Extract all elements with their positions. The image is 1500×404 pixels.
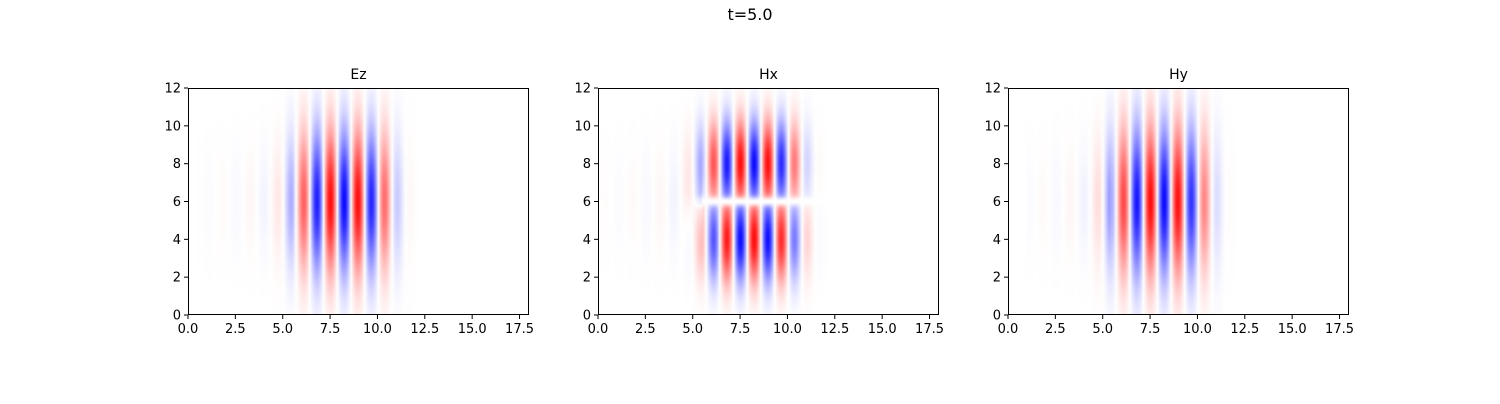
heatmap-image (188, 88, 529, 315)
subplot-hy: Hy 0.0 2.5 5.0 7.5 10.0 12.5 15.0 17.5 0 2 4 6 8 10 12 (984, 67, 1354, 337)
y-tick-label: 10 (164, 119, 181, 134)
heatmap-image (1008, 88, 1349, 315)
y-tick-label: 4 (993, 233, 1001, 248)
y-tick-label: 2 (583, 271, 591, 286)
y-tick-label: 4 (173, 233, 181, 248)
x-tick-label: 5.0 (1092, 322, 1113, 337)
x-tick-label: 10.0 (363, 322, 392, 337)
y-tick-label: 12 (164, 82, 181, 97)
subplot-hx: Hx 0.0 2.5 5.0 7.5 10.0 12.5 15.0 17.5 0 2 4 6 8 10 12 (574, 67, 944, 337)
axes-frame (598, 88, 939, 315)
y-tick-label: 0 (583, 309, 591, 324)
x-tick-label: 7.5 (320, 322, 341, 337)
x-tick-label: 12.5 (410, 322, 439, 337)
x-tick-label: 10.0 (1183, 322, 1212, 337)
x-tick-label: 12.5 (820, 322, 849, 337)
x-tick-label: 5.0 (272, 322, 293, 337)
x-tick-label: 17.5 (915, 322, 944, 337)
y-tick-label: 4 (583, 233, 591, 248)
x-tick-label: 17.5 (1325, 322, 1354, 337)
x-tick-label: 0.0 (998, 322, 1019, 337)
y-tick-label: 6 (583, 195, 591, 210)
x-tick-label: 12.5 (1230, 322, 1259, 337)
x-tick-label: 15.0 (1278, 322, 1307, 337)
axes-frame (1008, 88, 1349, 315)
x-tick-label: 7.5 (730, 322, 751, 337)
axes-frame (188, 88, 529, 315)
x-tick-label: 7.5 (1140, 322, 1161, 337)
subplot-title: Hy (1169, 67, 1188, 83)
subplot-ez: Ez 0.0 2.5 5.0 7.5 10.0 12.5 15.0 17.5 0 2 4 6 8 10 12 (164, 67, 534, 337)
x-tick-label: 5.0 (682, 322, 703, 337)
y-tick-label: 12 (574, 82, 591, 97)
y-tick-label: 2 (993, 271, 1001, 286)
x-tick-label: 0.0 (178, 322, 199, 337)
y-tick-label: 0 (993, 309, 1001, 324)
y-tick-label: 12 (984, 82, 1001, 97)
y-tick-label: 6 (993, 195, 1001, 210)
y-tick-label: 8 (993, 157, 1001, 172)
x-tick-label: 0.0 (588, 322, 609, 337)
heatmap-image (598, 88, 939, 315)
x-tick-label: 15.0 (458, 322, 487, 337)
figure-suptitle: t=5.0 (727, 5, 773, 24)
subplot-title: Hx (759, 67, 778, 83)
x-tick-label: 10.0 (773, 322, 802, 337)
y-tick-label: 10 (574, 119, 591, 134)
x-tick-label: 17.5 (505, 322, 534, 337)
y-tick-label: 2 (173, 271, 181, 286)
x-tick-label: 15.0 (868, 322, 897, 337)
x-tick-label: 2.5 (225, 322, 246, 337)
x-tick-label: 2.5 (635, 322, 656, 337)
subplot-title: Ez (350, 67, 366, 83)
y-tick-label: 8 (583, 157, 591, 172)
y-tick-label: 8 (173, 157, 181, 172)
y-tick-label: 0 (173, 309, 181, 324)
y-tick-label: 10 (984, 119, 1001, 134)
y-tick-label: 6 (173, 195, 181, 210)
x-tick-label: 2.5 (1045, 322, 1066, 337)
